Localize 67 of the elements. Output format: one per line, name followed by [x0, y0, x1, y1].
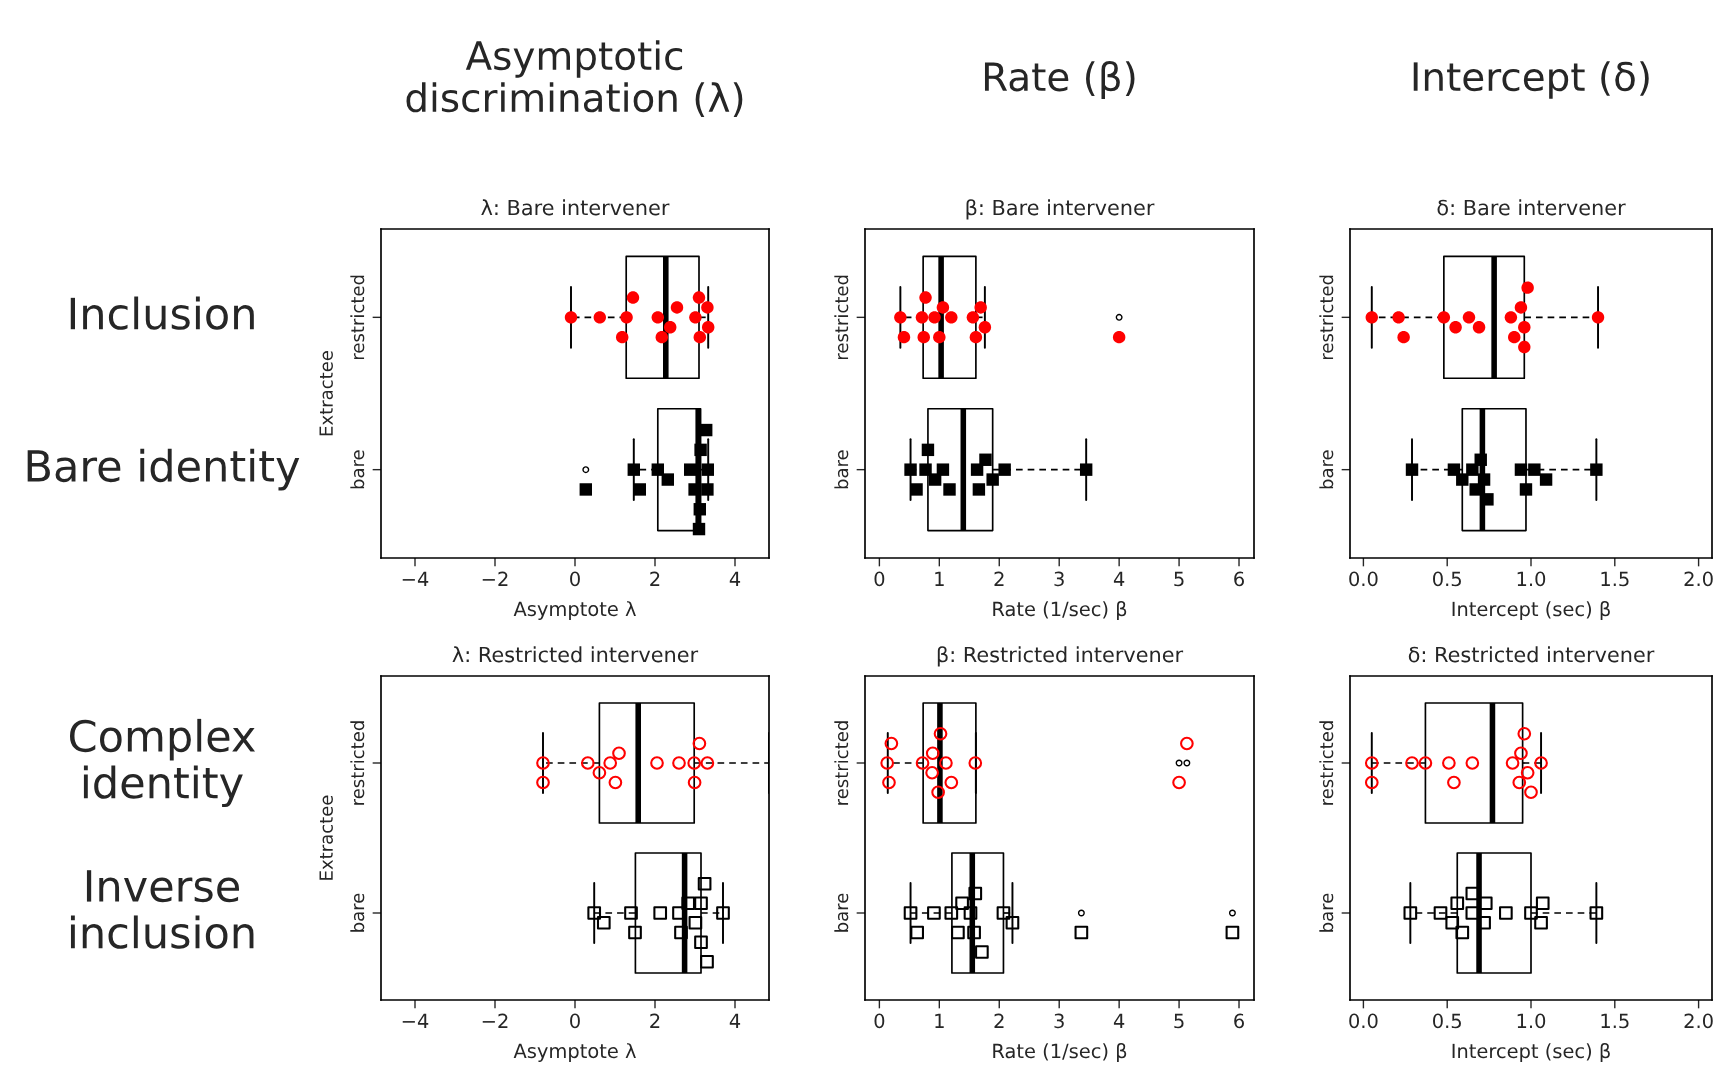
x-tick-label: −2 — [482, 571, 508, 586]
chart-title: λ: Restricted intervener — [452, 646, 699, 663]
x-tick-label: 1 — [935, 571, 944, 586]
text: Inverse inclusion — [70, 870, 254, 949]
x-tick-label: 2.0 — [1684, 1013, 1713, 1029]
chart-title: β: Restricted intervener — [937, 646, 1184, 667]
x-tick-label: −4 — [402, 571, 429, 586]
chart-title: λ: Bare intervener — [481, 199, 670, 216]
x-tick-label: 3 — [1054, 1013, 1064, 1029]
y-axis-title: Extractee — [319, 351, 333, 436]
y-axis-title: Extractee — [319, 795, 333, 880]
x-tick-label: 0 — [874, 571, 885, 587]
x-tick-label: 2 — [994, 1013, 1004, 1028]
x-tick-label: 5 — [1174, 571, 1184, 587]
y-tick-label: bare — [350, 893, 365, 932]
x-tick-label: 2.0 — [1684, 571, 1713, 587]
chart-title: δ: Bare intervener — [1437, 199, 1626, 216]
x-axis-title: Asymptote λ — [513, 1043, 636, 1062]
text: Inclusion — [70, 296, 254, 330]
y-tick-label: restricted — [834, 275, 849, 360]
chart-title: β: Bare intervener — [966, 199, 1155, 220]
x-axis-title: Intercept (sec) β — [1452, 601, 1610, 621]
y-tick-label: restricted — [350, 721, 365, 805]
y-tick-label: bare — [834, 450, 849, 489]
x-tick-label: 3 — [1054, 571, 1064, 587]
text: Asymptotic discrimination (λ) — [406, 40, 743, 117]
x-axis-title: Rate (1/sec) β — [993, 1043, 1127, 1063]
y-tick-label: restricted — [350, 275, 365, 360]
y-tick-label: restricted — [834, 721, 849, 805]
x-tick-label: 4 — [729, 571, 741, 586]
x-tick-label: 0 — [570, 571, 580, 587]
y-tick-label: restricted — [1319, 275, 1334, 360]
x-tick-label: 0.5 — [1433, 571, 1461, 587]
x-axis-title: Rate (1/sec) β — [993, 601, 1127, 621]
x-tick-label: 2 — [650, 571, 660, 586]
text: Intercept (δ) — [1413, 61, 1649, 99]
x-tick-label: 4 — [1113, 571, 1125, 586]
x-tick-label: 0.0 — [1349, 1013, 1378, 1029]
x-tick-label: −2 — [482, 1013, 508, 1028]
x-tick-label: 6 — [1234, 1013, 1244, 1029]
x-axis-title: Intercept (sec) β — [1452, 1043, 1610, 1063]
x-tick-label: 1 — [935, 1013, 944, 1028]
text: Complex identity — [69, 718, 256, 808]
x-tick-label: 1.5 — [1601, 571, 1629, 587]
x-tick-label: 0.5 — [1433, 1013, 1461, 1029]
x-tick-label: 4 — [1113, 1013, 1125, 1028]
x-tick-label: 5 — [1174, 1013, 1184, 1029]
y-tick-label: bare — [834, 893, 849, 932]
x-tick-label: 0 — [570, 1013, 580, 1029]
y-tick-label: bare — [350, 450, 365, 489]
x-tick-label: 1.5 — [1601, 1013, 1629, 1029]
text: Rate (β) — [984, 61, 1135, 99]
x-axis-title: Asymptote λ — [513, 601, 636, 620]
y-tick-label: bare — [1319, 893, 1334, 932]
x-tick-label: 1.0 — [1517, 571, 1546, 587]
y-tick-label: bare — [1319, 450, 1334, 489]
x-tick-label: 6 — [1234, 571, 1244, 587]
text: Bare identity — [27, 448, 300, 491]
chart-title: δ: Restricted intervener — [1408, 646, 1655, 663]
x-tick-label: 1.0 — [1517, 1013, 1546, 1029]
x-tick-label: 0 — [874, 1013, 885, 1029]
x-tick-label: 4 — [729, 1013, 741, 1028]
x-tick-label: −4 — [402, 1013, 429, 1028]
y-tick-label: restricted — [1319, 721, 1334, 805]
x-tick-label: 2 — [650, 1013, 660, 1028]
x-tick-label: 0.0 — [1349, 571, 1378, 587]
x-tick-label: 2 — [994, 571, 1004, 586]
